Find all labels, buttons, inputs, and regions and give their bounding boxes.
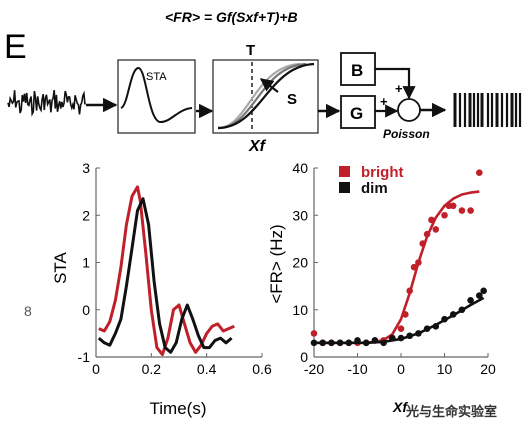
data-point-dim <box>362 339 370 347</box>
fr-x-axis-label: Xf <box>392 399 408 415</box>
plus-sign-top: + <box>395 81 403 96</box>
data-point-dim <box>389 334 396 342</box>
sta-x-axis-label: Time(s) <box>150 399 207 418</box>
data-point-bright <box>423 230 431 238</box>
data-point-dim <box>354 337 361 344</box>
data-point-dim <box>432 322 440 330</box>
data-point-bright <box>419 240 427 247</box>
data-point-dim <box>480 287 487 295</box>
y-tick-label: 20 <box>292 255 308 271</box>
data-point-dim <box>380 339 387 347</box>
baseline-box <box>340 52 376 86</box>
sta-kernel-curve <box>120 66 193 124</box>
x-tick-label: 0.2 <box>142 361 162 377</box>
data-point-bright <box>467 207 474 214</box>
data-point-bright <box>449 202 457 210</box>
baseline-label: B <box>351 61 363 80</box>
panel-letter: E <box>4 28 27 66</box>
data-point-dim <box>310 339 318 347</box>
data-point-dim <box>476 292 483 299</box>
threshold-label: T <box>246 42 255 59</box>
y-tick-label: 0 <box>300 349 308 365</box>
data-point-dim <box>397 334 405 342</box>
sta-filter-box <box>117 59 196 134</box>
x-tick-label: 0 <box>92 361 100 377</box>
slope-label: S <box>287 91 297 108</box>
poisson-label: Poisson <box>383 127 430 141</box>
data-point-dim <box>467 297 474 304</box>
plus-sign-left: + <box>380 94 388 109</box>
data-point-bright <box>402 311 409 318</box>
x-tick-label: 0.6 <box>252 361 272 377</box>
sigmoid-curve-dark <box>217 62 315 130</box>
summation-node <box>397 98 421 122</box>
y-tick-label: 0 <box>82 302 90 318</box>
margin-glyph: 8 <box>24 303 32 319</box>
data-point-dim <box>319 339 327 347</box>
data-point-bright <box>458 207 466 214</box>
model-equation: <FR> = Gf(Sxf+T)+B <box>165 9 298 25</box>
x-tick-label: 0.4 <box>197 361 217 377</box>
sta-series-line-bright <box>98 185 235 357</box>
x-tick-label: 10 <box>437 361 453 377</box>
legend-swatch-bright <box>339 166 350 177</box>
x-tick-label: -20 <box>304 361 324 377</box>
data-point-dim <box>441 315 448 323</box>
arrow-baseline-to-sum <box>375 67 416 100</box>
watermark-text: 光与生命实验室 <box>405 404 497 419</box>
fit-curve-bright <box>314 190 480 345</box>
legend-label-dim: dim <box>361 180 388 197</box>
data-point-bright <box>415 259 422 266</box>
data-point-dim <box>336 339 344 347</box>
data-point-dim <box>423 325 431 332</box>
noise-stimulus-trace <box>7 89 86 117</box>
firing-rate-chart: <FR> (Hz) bright dim Xf -20 -10 0 10 20 0 10 20… <box>267 160 496 415</box>
data-point-bright <box>406 287 414 295</box>
data-point-dim <box>371 337 379 344</box>
data-point-dim <box>328 339 335 347</box>
y-tick-label: -1 <box>78 349 91 365</box>
data-point-bright <box>432 226 440 233</box>
y-tick-label: 40 <box>292 160 308 176</box>
legend-label-bright: bright <box>361 164 404 181</box>
data-point-dim <box>345 339 353 347</box>
sta-box-label: STA <box>146 71 167 83</box>
y-tick-label: 30 <box>292 207 308 223</box>
y-tick-label: 1 <box>82 255 90 271</box>
data-point-bright <box>441 211 448 219</box>
data-point-bright <box>310 330 318 337</box>
data-point-bright <box>428 216 435 224</box>
sta-series-line-dim <box>97 197 233 354</box>
y-tick-label: 3 <box>82 160 90 176</box>
x-tick-label: -10 <box>347 361 367 377</box>
data-point-bright <box>410 263 418 271</box>
y-tick-label: 2 <box>82 207 90 223</box>
data-point-bright <box>476 169 483 177</box>
x-tick-label: 20 <box>480 361 496 377</box>
filtered-input-label: Xf <box>248 138 267 155</box>
data-point-dim <box>449 311 457 318</box>
data-point-dim <box>406 332 414 340</box>
legend-swatch-dim <box>339 182 350 193</box>
spike-train <box>453 93 522 127</box>
gain-label: G <box>350 104 363 123</box>
sta-y-axis-label: STA <box>51 251 70 283</box>
data-point-dim <box>458 306 466 314</box>
data-point-dim <box>415 330 422 337</box>
slope-arrow <box>259 78 279 93</box>
data-point-bright <box>397 325 405 332</box>
fr-y-axis-label: <FR> (Hz) <box>267 224 286 303</box>
x-tick-label: 0 <box>397 361 405 377</box>
y-tick-label: 10 <box>292 302 308 318</box>
